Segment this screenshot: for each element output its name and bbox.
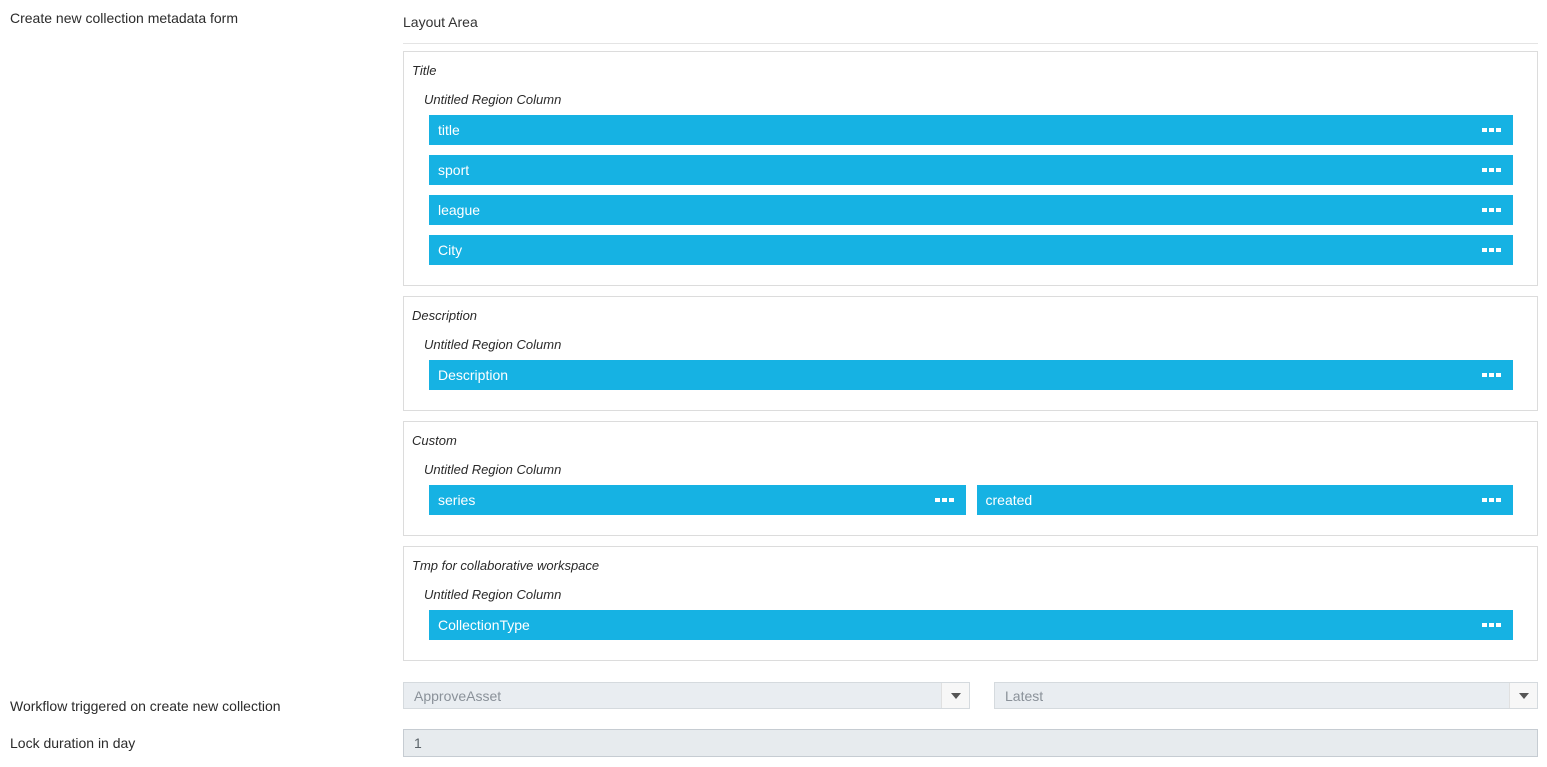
workflow-select[interactable]: ApproveAsset (403, 682, 970, 709)
field-chip-label: sport (438, 162, 470, 178)
field-list: series created (429, 485, 1513, 515)
field-chip-title[interactable]: title (429, 115, 1513, 145)
section-title-label: Tmp for collaborative workspace (412, 558, 600, 573)
lock-duration-input[interactable] (403, 729, 1538, 757)
field-chip-label: City (438, 242, 463, 258)
section-title-label: Title (412, 63, 437, 78)
field-chip-label: Description (438, 367, 509, 383)
drag-handle-icon[interactable] (1480, 168, 1501, 172)
workflow-version-select-value: Latest (1005, 687, 1044, 704)
field-chip-label: title (438, 122, 460, 138)
drag-handle-icon[interactable] (1480, 248, 1501, 252)
section-title-label: Description (412, 308, 478, 323)
drag-handle-icon[interactable] (1480, 498, 1501, 502)
field-chip-label: created (985, 492, 1033, 508)
chevron-down-icon[interactable] (1509, 683, 1537, 708)
field-chip-label: series (438, 492, 476, 508)
lock-duration-label-cell: Lock duration in day (0, 735, 403, 751)
section-tmp-collaborative-workspace: Tmp for collaborative workspace Untitled… (403, 546, 1538, 661)
region-column-label: Untitled Region Column (424, 462, 562, 477)
region-column-label: Untitled Region Column (424, 337, 562, 352)
layout-area-heading: Layout Area (403, 14, 478, 30)
form-title-cell: Create new collection metadata form (0, 0, 403, 26)
field-chip-series[interactable]: series (429, 485, 966, 515)
region-column-label: Untitled Region Column (424, 587, 562, 602)
field-chip-label: CollectionType (438, 617, 530, 633)
field-list: title sport league City (429, 115, 1513, 265)
field-chip-label: league (438, 202, 481, 218)
section-description: Description Untitled Region Column Descr… (403, 296, 1538, 411)
field-chip-sport[interactable]: sport (429, 155, 1513, 185)
drag-handle-icon[interactable] (1480, 208, 1501, 212)
section-custom: Custom Untitled Region Column series cre… (403, 421, 1538, 536)
form-title-label: Create new collection metadata form (10, 10, 238, 26)
field-chip-description[interactable]: Description (429, 360, 1513, 390)
drag-handle-icon[interactable] (1480, 373, 1501, 377)
lock-duration-label: Lock duration in day (10, 735, 136, 751)
field-list: CollectionType (429, 610, 1513, 640)
workflow-select-value: ApproveAsset (414, 687, 502, 704)
drag-handle-icon[interactable] (1480, 128, 1501, 132)
layout-area-divider (403, 43, 1538, 44)
workflow-label-cell: Workflow triggered on create new collect… (0, 698, 403, 714)
workflow-selects-row: ApproveAsset Latest (403, 682, 1538, 709)
field-chip-league[interactable]: league (429, 195, 1513, 225)
layout-area: Layout Area Title Untitled Region Column… (403, 0, 1538, 671)
chevron-down-icon[interactable] (941, 683, 969, 708)
lock-duration-cell (403, 729, 1538, 757)
field-chip-collectiontype[interactable]: CollectionType (429, 610, 1513, 640)
section-title: Title Untitled Region Column title sport… (403, 51, 1538, 286)
drag-handle-icon[interactable] (1480, 623, 1501, 627)
workflow-label: Workflow triggered on create new collect… (10, 697, 281, 714)
workflow-version-select[interactable]: Latest (994, 682, 1538, 709)
field-list: Description (429, 360, 1513, 390)
field-chip-city[interactable]: City (429, 235, 1513, 265)
drag-handle-icon[interactable] (933, 498, 954, 502)
section-title-label: Custom (412, 433, 457, 448)
field-chip-created[interactable]: created (976, 485, 1513, 515)
region-column-label: Untitled Region Column (424, 92, 562, 107)
